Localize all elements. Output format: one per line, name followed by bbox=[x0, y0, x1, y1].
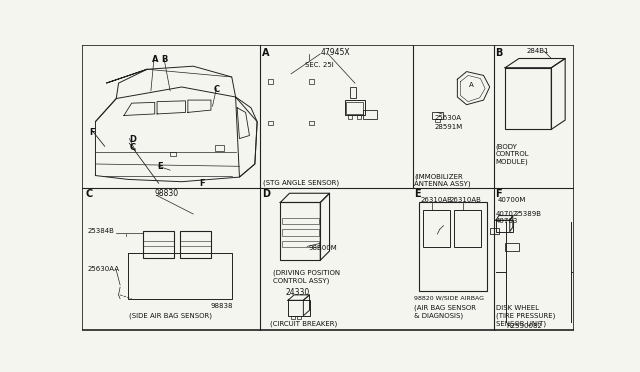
Text: & DIAGNOSIS): & DIAGNOSIS) bbox=[414, 312, 463, 319]
Text: 25384B: 25384B bbox=[88, 228, 115, 234]
Bar bbox=[180, 231, 211, 258]
Bar bbox=[505, 243, 519, 251]
Bar bbox=[363, 110, 376, 119]
Text: 25630A: 25630A bbox=[435, 115, 461, 122]
Text: C: C bbox=[86, 189, 93, 199]
Bar bbox=[143, 231, 174, 258]
Text: R2530082: R2530082 bbox=[506, 323, 542, 329]
Text: F: F bbox=[90, 128, 95, 137]
Text: 25389B: 25389B bbox=[515, 211, 541, 217]
Bar bbox=[309, 121, 314, 125]
Text: 40703: 40703 bbox=[496, 218, 518, 224]
Text: A: A bbox=[469, 82, 474, 88]
Text: (DRIVING POSITION: (DRIVING POSITION bbox=[273, 269, 340, 276]
Text: 98830: 98830 bbox=[154, 189, 179, 198]
Bar bbox=[268, 121, 273, 125]
Bar bbox=[282, 241, 319, 247]
Text: E: E bbox=[157, 163, 163, 171]
Text: 26310AB: 26310AB bbox=[420, 197, 452, 203]
Text: (CIRCUIT BREAKER): (CIRCUIT BREAKER) bbox=[270, 320, 337, 327]
Bar bbox=[282, 230, 319, 235]
Bar bbox=[435, 119, 440, 122]
Bar bbox=[454, 210, 481, 247]
Bar bbox=[432, 112, 443, 119]
Bar bbox=[215, 145, 224, 151]
Text: 47945X: 47945X bbox=[321, 48, 351, 58]
Text: C: C bbox=[214, 85, 220, 94]
Text: D: D bbox=[129, 135, 136, 144]
Text: SENSOR UNIT): SENSOR UNIT) bbox=[496, 320, 546, 327]
Text: D: D bbox=[262, 189, 270, 199]
Text: 98838: 98838 bbox=[211, 302, 234, 309]
Text: (BODY: (BODY bbox=[496, 143, 518, 150]
Bar bbox=[297, 316, 301, 319]
Text: (IMMOBILIZER: (IMMOBILIZER bbox=[414, 174, 463, 180]
Text: 26310AB: 26310AB bbox=[450, 197, 481, 203]
Bar bbox=[170, 153, 176, 156]
Bar bbox=[424, 210, 451, 247]
Text: 24330: 24330 bbox=[285, 288, 309, 297]
Bar bbox=[280, 202, 320, 260]
Text: 40700M: 40700M bbox=[497, 197, 526, 203]
Text: 25630AA: 25630AA bbox=[88, 266, 120, 272]
Text: (STG ANGLE SENSOR): (STG ANGLE SENSOR) bbox=[262, 179, 339, 186]
Bar bbox=[349, 87, 356, 98]
Text: CONTROL: CONTROL bbox=[496, 151, 529, 157]
Text: E: E bbox=[414, 189, 421, 199]
Text: ANTENNA ASSY): ANTENNA ASSY) bbox=[414, 181, 471, 187]
Bar bbox=[357, 115, 361, 119]
Bar bbox=[309, 79, 314, 84]
Text: 40702: 40702 bbox=[496, 211, 518, 217]
Text: 98B00M: 98B00M bbox=[308, 245, 337, 251]
Bar bbox=[282, 218, 319, 224]
Text: A: A bbox=[152, 55, 159, 64]
Text: 284B1: 284B1 bbox=[527, 48, 549, 54]
Bar bbox=[348, 115, 352, 119]
Text: F: F bbox=[495, 189, 502, 199]
Text: F: F bbox=[200, 179, 205, 188]
Text: SEC. 25I: SEC. 25I bbox=[305, 62, 333, 68]
Bar bbox=[496, 220, 513, 232]
Bar bbox=[490, 228, 499, 234]
Text: (SIDE AIR BAG SENSOR): (SIDE AIR BAG SENSOR) bbox=[129, 312, 212, 319]
Text: (AIR BAG SENSOR: (AIR BAG SENSOR bbox=[414, 304, 476, 311]
Text: 98820 W/SIDE AIRBAG: 98820 W/SIDE AIRBAG bbox=[414, 296, 484, 301]
Bar bbox=[288, 300, 310, 316]
Text: MODULE): MODULE) bbox=[496, 158, 529, 165]
Text: (TIRE PRESSURE): (TIRE PRESSURE) bbox=[496, 312, 556, 319]
Text: 28591M: 28591M bbox=[435, 124, 463, 130]
Bar bbox=[346, 102, 364, 114]
Text: B: B bbox=[162, 55, 168, 64]
Bar bbox=[419, 202, 486, 291]
Bar bbox=[345, 100, 365, 115]
Text: A: A bbox=[262, 48, 269, 58]
Bar bbox=[291, 316, 295, 319]
Text: C: C bbox=[129, 143, 136, 152]
Bar bbox=[268, 79, 273, 84]
Bar bbox=[505, 68, 551, 129]
Text: B: B bbox=[495, 48, 502, 58]
Text: CONTROL ASSY): CONTROL ASSY) bbox=[273, 277, 329, 284]
Text: DISK WHEEL: DISK WHEEL bbox=[496, 305, 539, 311]
